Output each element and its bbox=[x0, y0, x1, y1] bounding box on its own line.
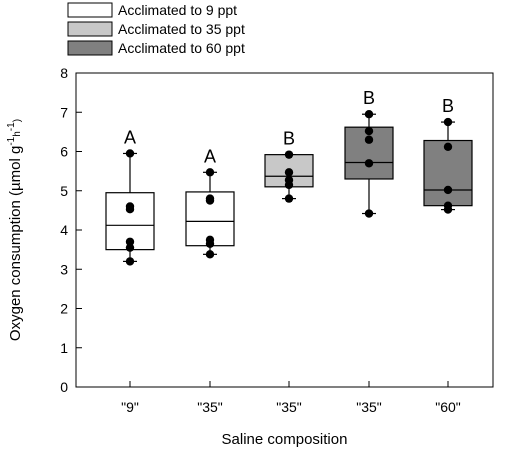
x-tick-label: "35" bbox=[197, 399, 223, 415]
y-tick-label: 1 bbox=[60, 340, 68, 356]
data-point bbox=[125, 243, 135, 252]
legend-swatch bbox=[67, 40, 113, 56]
x-tick-label: "35" bbox=[356, 399, 382, 415]
data-point bbox=[284, 168, 294, 177]
significance-letter: B bbox=[442, 96, 454, 116]
data-point bbox=[205, 250, 215, 259]
y-axis-label: Oxygen consumption (µmol g-1h-1) bbox=[6, 119, 24, 341]
data-point bbox=[205, 168, 215, 177]
y-tick-label: 4 bbox=[60, 222, 68, 238]
box-group: A bbox=[105, 127, 155, 266]
y-tick-label: 7 bbox=[60, 104, 68, 120]
significance-letter: B bbox=[283, 129, 295, 149]
significance-letter: A bbox=[204, 146, 216, 166]
data-point bbox=[125, 204, 135, 214]
y-tick-label: 8 bbox=[60, 65, 68, 81]
data-point bbox=[443, 205, 453, 214]
x-tick-label: "35" bbox=[276, 399, 302, 415]
legend-label: Acclimated to 35 ppt bbox=[118, 21, 245, 37]
data-point bbox=[205, 239, 215, 248]
data-point bbox=[443, 117, 453, 127]
data-point bbox=[125, 149, 135, 158]
significance-letter: A bbox=[124, 127, 136, 147]
y-tick-label: 3 bbox=[60, 261, 68, 277]
data-point bbox=[443, 142, 453, 151]
box-group: A bbox=[185, 146, 235, 259]
box-group: B bbox=[423, 96, 473, 214]
data-point bbox=[364, 209, 374, 218]
box-group: B bbox=[344, 88, 394, 218]
boxes: A A B B B bbox=[105, 88, 473, 266]
legend-label: Acclimated to 60 ppt bbox=[118, 40, 245, 56]
data-point bbox=[443, 185, 453, 195]
data-point bbox=[364, 110, 374, 119]
y-tick-label: 2 bbox=[60, 301, 68, 317]
y-tick-label: 6 bbox=[60, 144, 68, 160]
legend-swatch bbox=[67, 21, 113, 37]
data-point bbox=[125, 237, 135, 246]
box-group: B bbox=[264, 129, 314, 203]
y-axis: 0 1 2 3 4 5 6 7 8 bbox=[60, 65, 82, 395]
x-tick-label: "9" bbox=[121, 399, 139, 415]
data-point bbox=[364, 135, 374, 144]
data-point bbox=[364, 126, 374, 136]
data-point bbox=[284, 150, 294, 159]
legend-swatch bbox=[67, 2, 113, 18]
significance-letter: B bbox=[363, 88, 375, 108]
data-point bbox=[364, 159, 374, 168]
data-point bbox=[284, 180, 294, 190]
y-tick-label: 0 bbox=[60, 379, 68, 395]
x-tick-label: "60" bbox=[435, 399, 461, 415]
y-tick-label: 5 bbox=[60, 183, 68, 199]
x-axis: "9" "35" "35" "35" "60" bbox=[121, 381, 461, 415]
data-point bbox=[125, 257, 135, 266]
legend: Acclimated to 9 ppt Acclimated to 35 ppt A… bbox=[67, 2, 245, 56]
data-point bbox=[205, 196, 215, 205]
data-point bbox=[284, 194, 294, 203]
x-axis-label: Saline composition bbox=[222, 431, 348, 448]
legend-label: Acclimated to 9 ppt bbox=[118, 2, 237, 18]
